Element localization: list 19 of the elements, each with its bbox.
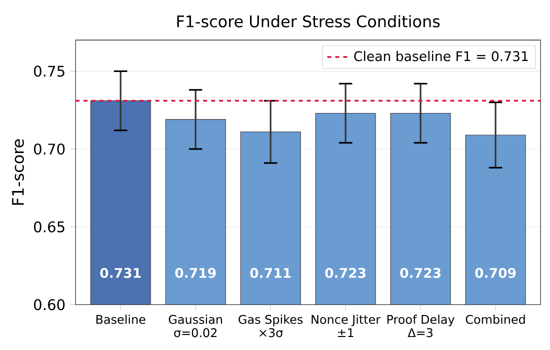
x-tick-label: Proof Delay Δ=3 [387,314,455,338]
y-axis-title: F1-score [12,139,24,205]
y-tick-label: 0.70 [34,143,65,155]
x-tick-label: Baseline [96,314,146,324]
x-tick-label: Combined [466,314,525,324]
x-tick-label: Nonce Jitter ±1 [312,314,381,338]
chart-title: F1-score Under Stress Conditions [177,15,440,28]
y-tick-label: 0.65 [34,221,64,232]
y-tick-label: 0.60 [34,299,65,310]
legend-label: Clean baseline F1 = 0.731 [354,50,528,62]
data-label: 0.711 [250,268,291,278]
x-tick-label: Gaussian σ=0.02 [168,314,222,338]
data-label: 0.709 [475,268,516,278]
x-tick-label: Gas Spikes ×3σ [238,314,303,338]
data-label: 0.723 [325,268,366,278]
y-tick-label: 0.75 [34,66,64,77]
data-label: 0.723 [400,268,441,278]
data-label: 0.719 [175,268,216,278]
data-label: 0.731 [100,268,141,278]
